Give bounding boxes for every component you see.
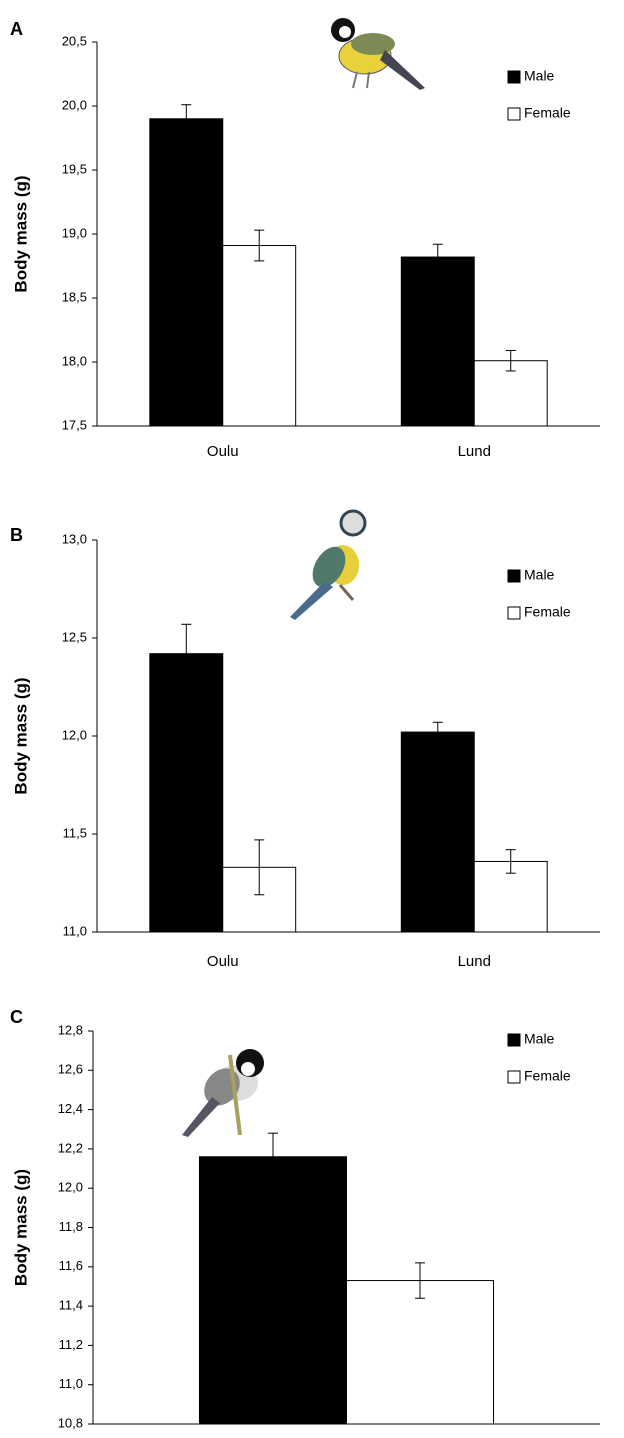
legend-swatch [507,107,521,121]
bar [149,653,224,933]
y-tick-label: 20,5 [62,33,87,48]
y-tick-label: 12,2 [58,1140,83,1155]
legend-swatch [507,1070,521,1084]
y-tick-label: 11,2 [59,1337,83,1352]
legend-swatch [507,70,521,84]
y-tick-label: 19,5 [62,161,87,176]
y-tick-label: 11,4 [59,1298,83,1313]
bar [222,245,297,427]
bar [149,118,224,427]
y-tick-label: 12,8 [58,1022,83,1037]
y-axis-label: Body mass (g) [11,175,30,292]
y-tick-label: 12,0 [58,1180,83,1195]
x-tick-label: Oulu [207,443,239,460]
error-bar [505,349,516,372]
y-tick-label: 11,6 [59,1258,83,1273]
y-axis-label: Body mass (g) [11,1169,30,1286]
y-tick-label: 12,4 [58,1101,83,1116]
y-tick-label: 18,0 [62,353,87,368]
y-tick-label: 12,0 [62,727,87,742]
y-tick-label: 13,0 [62,531,87,546]
x-tick-label: Lund [458,953,491,970]
legend-swatch [507,569,521,583]
y-tick-label: 19,0 [62,225,87,240]
bar [346,1280,495,1425]
bird-great-tit [331,18,425,90]
panel-label: A [10,19,23,39]
y-tick-label: 18,5 [62,289,87,304]
error-bar [254,839,265,896]
y-tick-label: 12,6 [58,1062,83,1077]
legend-label: Female [524,1068,571,1084]
error-bar [181,104,192,134]
x-tick-label: Oulu [207,953,239,970]
bar [400,731,475,933]
legend-label: Male [524,567,555,583]
y-tick-label: 11,0 [59,1376,83,1391]
bird-blue-tit [290,509,367,620]
y-tick-label: 12,5 [62,629,87,644]
error-bar [415,1262,426,1299]
bar [198,1156,347,1425]
x-tick-label: Lund [458,443,491,460]
y-tick-label: 11,5 [63,825,87,840]
panel-label: B [10,525,23,545]
error-bar [254,229,265,262]
panel-label: C [10,1007,23,1027]
error-bar [181,623,192,684]
y-axis-label: Body mass (g) [11,677,30,794]
y-tick-label: 11,0 [63,923,87,938]
bar [473,360,548,427]
legend-label: Female [524,105,571,121]
y-tick-label: 10,8 [58,1415,83,1430]
error-bar [505,849,516,874]
y-tick-label: 17,5 [62,417,87,432]
bar [400,256,475,427]
legend-label: Male [524,68,555,84]
legend-label: Female [524,604,571,620]
legend-label: Male [524,1031,555,1047]
error-bar [432,721,443,743]
bird-chickadee [182,1049,264,1137]
y-tick-label: 11,8 [59,1219,83,1234]
legend-swatch [507,1033,521,1047]
y-tick-label: 20,0 [62,97,87,112]
error-bar [267,1132,278,1181]
legend-swatch [507,606,521,620]
error-bar [432,243,443,271]
